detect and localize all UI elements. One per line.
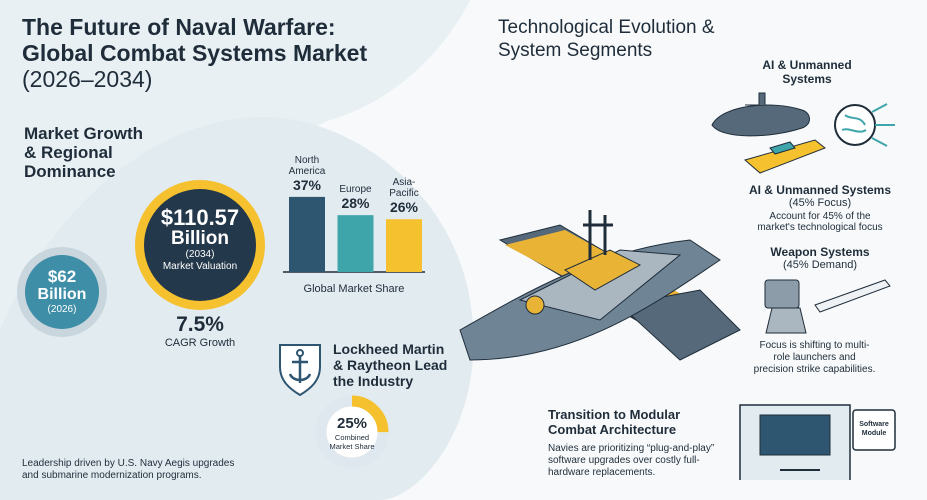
x-axis-label: Global Market Share	[303, 283, 405, 295]
title-line: Global Combat Systems Market	[22, 40, 368, 66]
growth-heading: Market Growth & Regional Dominance	[24, 124, 144, 181]
bar	[289, 196, 325, 272]
title-line: The Future of Naval Warfare:	[22, 14, 336, 40]
donut-value: 25%	[336, 415, 368, 432]
cagr-value: 7.5%	[176, 313, 224, 336]
weapons-sub: (45% Demand)	[783, 259, 857, 271]
category-label: Europe	[339, 184, 372, 196]
year: (2026)	[47, 304, 77, 315]
donut-label: Market Share	[329, 442, 375, 451]
label: Market Valuation	[162, 261, 238, 272]
ai-text: Account for 45% of the market's technolo…	[757, 211, 883, 233]
weapons-title: Weapon Systems	[770, 245, 870, 259]
amount: $62	[47, 267, 77, 286]
donut-segment	[315, 395, 389, 469]
unit: Billion	[37, 286, 87, 303]
leaders-heading: Lockheed Martin & Raytheon Lead the Indu…	[333, 341, 448, 389]
value-label: 37%	[292, 176, 322, 193]
year: (2034)	[185, 249, 215, 260]
leaders-note: Leadership driven by U.S. Navy Aegis upg…	[22, 458, 235, 481]
weapons-text: Focus is shifting to multi-role launcher…	[753, 340, 876, 375]
unit: Billion	[170, 228, 230, 249]
tech-heading: Technological Evolution & System Segment…	[498, 17, 715, 61]
icon-label: AI & Unmanned Systems	[762, 58, 852, 86]
category-label: North America	[288, 154, 326, 177]
modular-title: Transition to Modular Combat Architectur…	[548, 407, 681, 437]
ship-illustration	[459, 210, 741, 361]
donut-label: Combined	[334, 433, 370, 442]
ai-sub: (45% Focus)	[788, 197, 852, 209]
amount: $110.57	[160, 205, 240, 230]
years: (2026–2034)	[22, 66, 153, 92]
bar	[337, 215, 374, 272]
bar	[386, 219, 422, 272]
module-label: Software Module	[859, 421, 889, 437]
value-label: 28%	[341, 195, 370, 212]
value-label: 26%	[389, 199, 419, 216]
category-label: Asia-Pacific	[389, 177, 419, 200]
ai-title: AI & Unmanned Systems	[748, 183, 892, 197]
cagr-label: CAGR Growth	[164, 337, 236, 349]
modular-text: Navies are prioritizing “plug-and-play” …	[548, 443, 715, 478]
